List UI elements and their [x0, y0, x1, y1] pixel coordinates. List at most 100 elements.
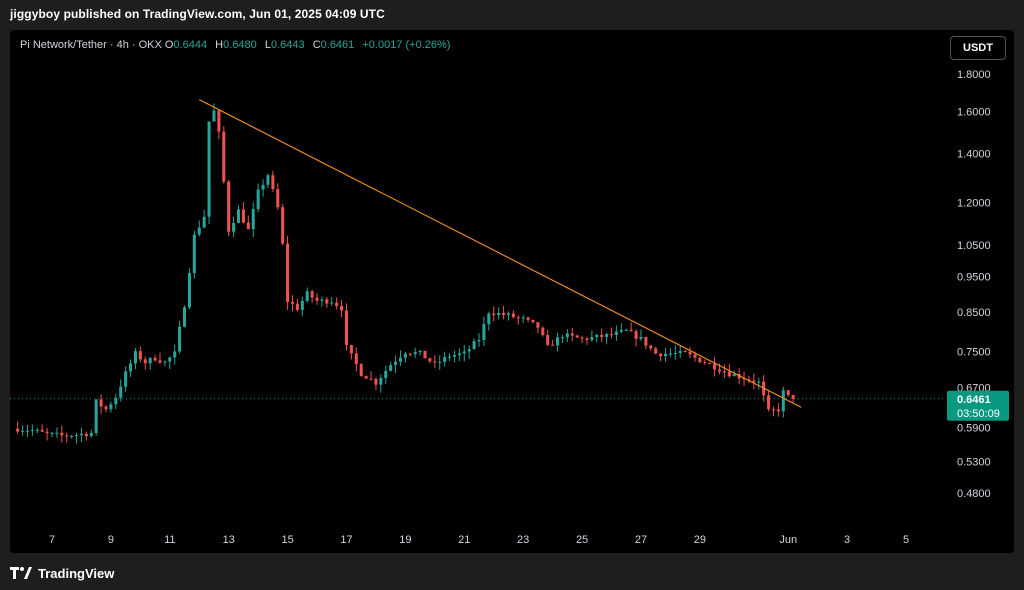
candle-body	[222, 131, 226, 182]
x-tick-label: 11	[164, 534, 175, 546]
candle-body	[281, 207, 285, 244]
candle-body	[693, 354, 697, 358]
y-tick-label: 0.9500	[957, 272, 991, 284]
candle-body	[65, 435, 69, 437]
candle-body	[541, 327, 545, 335]
candle-body	[315, 297, 319, 301]
candle-body	[290, 301, 295, 304]
candle-body	[418, 350, 422, 353]
candle-body	[722, 371, 726, 373]
chart-panel[interactable]: Pi Network/Tether · 4h · OKX O0.6444 H0.…	[10, 30, 1014, 553]
x-tick-label: 27	[635, 534, 647, 546]
candle-body	[119, 386, 123, 398]
candle-body	[683, 351, 687, 353]
candle-body	[138, 351, 142, 360]
candle-body	[413, 352, 417, 355]
candle-body	[300, 300, 304, 310]
candle-body	[21, 430, 25, 432]
publisher-header: jiggyboy published on TradingView.com, J…	[10, 7, 385, 21]
candle-body	[600, 334, 604, 337]
candle-body	[217, 110, 221, 132]
candle-body	[668, 353, 672, 355]
candle-body	[703, 362, 707, 364]
candle-body	[791, 395, 795, 399]
x-tick-label: 17	[340, 534, 352, 546]
candle-body	[109, 404, 113, 410]
candle-body	[133, 351, 137, 364]
candle-body	[732, 374, 736, 377]
candle-body	[717, 369, 722, 372]
footer-brand[interactable]: TradingView	[10, 564, 114, 582]
y-tick-label: 1.6000	[957, 106, 991, 118]
candle-body	[526, 317, 530, 320]
close-value: 0.6461	[320, 39, 355, 51]
candle-body	[394, 361, 398, 366]
candle-body	[227, 181, 231, 232]
candle-body	[609, 333, 614, 336]
candle-body	[428, 358, 432, 362]
candle-body	[457, 353, 461, 356]
candle-body	[590, 337, 594, 340]
candle-body	[482, 324, 486, 340]
candle-body	[359, 364, 363, 377]
candle-body	[25, 430, 29, 432]
candle-body	[241, 209, 245, 223]
candle-body	[344, 310, 349, 345]
candle-body	[187, 273, 191, 308]
candle-body	[663, 353, 668, 357]
candle-body	[614, 331, 618, 336]
candle-body	[232, 222, 236, 232]
candle-body	[340, 306, 344, 311]
candle-body	[79, 433, 83, 436]
candlestick-plot[interactable]: 1.8000 1.6000 1.4000 1.2000 1.0500 0.9500 0.85…	[10, 30, 1014, 553]
candle-body	[688, 351, 692, 355]
candle-body	[585, 338, 589, 340]
candle-body	[182, 307, 187, 327]
candle-body	[349, 344, 353, 354]
candle-body	[403, 353, 407, 358]
candle-body	[698, 357, 702, 363]
y-tick-label: 0.4800	[957, 488, 991, 500]
candle-body	[374, 378, 378, 385]
candle-body	[40, 429, 44, 432]
x-tick-label: 15	[281, 534, 293, 546]
candle-body	[325, 299, 329, 304]
candle-body	[236, 209, 241, 223]
candle-body	[94, 399, 98, 433]
candle-body	[55, 432, 59, 434]
brand-label: TradingView	[38, 565, 115, 581]
candle-body	[261, 184, 265, 190]
currency-button[interactable]: USDT	[950, 36, 1006, 60]
x-tick-label: 29	[694, 534, 706, 546]
candle-body	[384, 370, 388, 379]
candle-body	[771, 409, 776, 411]
candle-body	[673, 353, 677, 354]
symbol-label: Pi Network/Tether · 4h · OKX	[20, 39, 162, 51]
candle-body	[556, 337, 560, 346]
candle-body	[148, 357, 152, 364]
candle-body	[708, 363, 712, 365]
high-value: 0.6480	[223, 39, 257, 51]
candle-body	[786, 390, 790, 396]
candle-body	[89, 432, 93, 437]
candle-body	[178, 326, 182, 352]
candle-body	[163, 361, 167, 363]
candle-body	[742, 378, 746, 380]
countdown-label: 03:50:09	[957, 408, 1000, 420]
y-tick-label: 1.4000	[957, 149, 991, 161]
candle-body	[560, 337, 564, 339]
x-tick-label: 13	[223, 534, 235, 546]
ohlc-legend: Pi Network/Tether · 4h · OKX O0.6444 H0.…	[20, 39, 455, 51]
high-key: H	[215, 39, 224, 51]
candle-body	[251, 208, 255, 230]
candle-body	[197, 227, 201, 235]
x-tick-label: 21	[458, 534, 470, 546]
candle-body	[595, 334, 599, 338]
candle-body	[531, 319, 535, 323]
candle-body	[364, 376, 368, 379]
candle-body	[16, 428, 20, 432]
low-value: 0.6443	[270, 39, 305, 51]
candle-body	[506, 313, 510, 315]
candle-body	[192, 234, 196, 274]
candle-body	[472, 341, 476, 350]
